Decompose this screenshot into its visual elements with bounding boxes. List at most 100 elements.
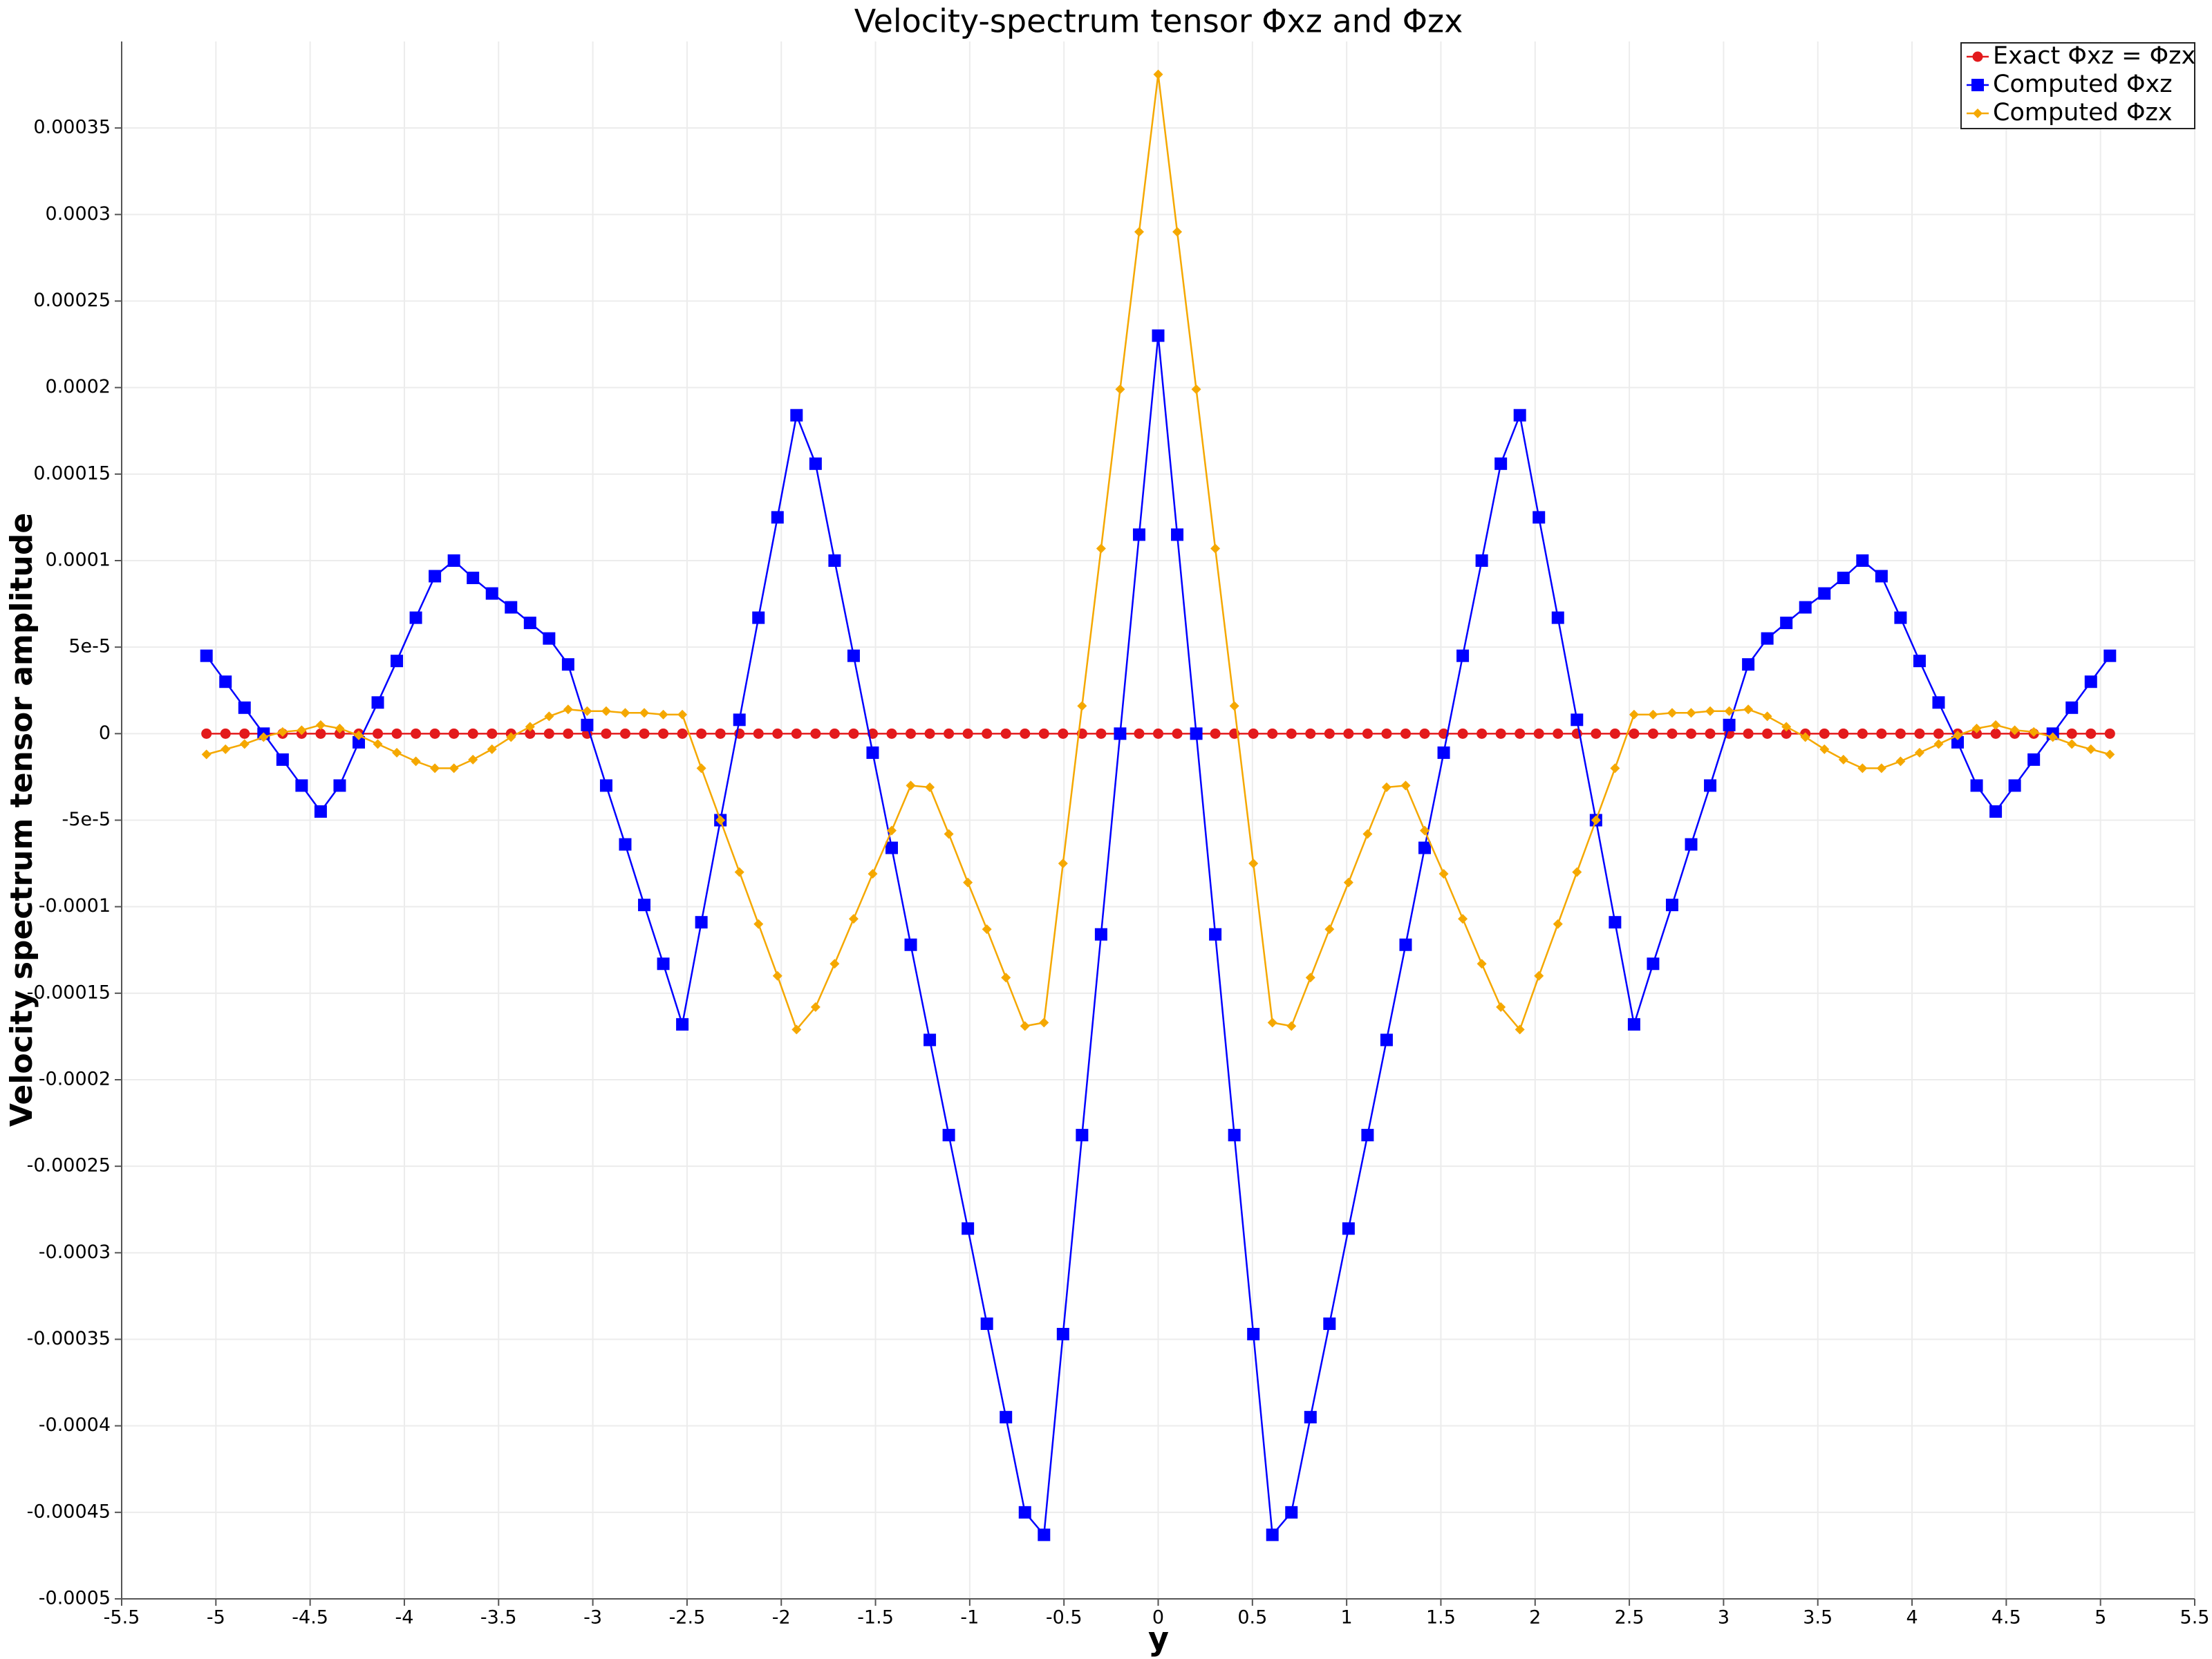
marker: [221, 744, 231, 754]
marker: [2009, 725, 2020, 735]
marker: [447, 554, 460, 567]
marker: [791, 1024, 802, 1035]
marker: [1191, 384, 1201, 395]
marker: [772, 728, 783, 739]
marker: [657, 957, 670, 971]
marker: [1894, 611, 1907, 624]
marker: [733, 713, 746, 727]
marker: [582, 706, 592, 716]
y-tick-label: 0.00035: [33, 117, 111, 138]
marker: [1077, 701, 1087, 711]
marker: [1153, 728, 1163, 739]
marker: [1458, 914, 1468, 924]
marker: [963, 877, 973, 888]
marker: [962, 1222, 975, 1235]
marker: [1571, 713, 1584, 727]
marker: [1305, 973, 1315, 983]
marker: [619, 728, 630, 739]
marker: [1477, 728, 1488, 739]
x-tick-label: -3: [583, 1607, 602, 1629]
marker: [467, 572, 480, 585]
x-tick-label: 0: [1152, 1607, 1164, 1629]
marker: [1362, 728, 1373, 739]
marker: [1096, 728, 1107, 739]
marker: [1515, 728, 1526, 739]
x-tick-label: 5.5: [2180, 1607, 2210, 1629]
marker: [639, 708, 650, 718]
marker: [924, 728, 935, 739]
marker: [1305, 728, 1316, 739]
marker: [1152, 329, 1165, 342]
marker: [220, 728, 231, 739]
legend-marker: [1972, 51, 1983, 62]
marker: [886, 825, 897, 836]
marker: [468, 754, 478, 765]
marker: [982, 924, 992, 935]
marker: [1513, 409, 1526, 422]
marker: [1496, 1002, 1506, 1012]
legend-marker: [1971, 79, 1984, 91]
marker: [1324, 728, 1335, 739]
marker: [1076, 1129, 1089, 1142]
y-tick-label: -0.0003: [39, 1241, 111, 1263]
marker: [1115, 384, 1125, 395]
marker: [525, 722, 535, 732]
marker: [639, 728, 650, 739]
marker: [982, 728, 993, 739]
x-tick-label: -2: [772, 1607, 791, 1629]
marker: [333, 779, 346, 792]
marker: [1324, 924, 1335, 935]
marker: [848, 728, 859, 739]
legend-marker: [1973, 109, 1983, 118]
x-tick-label: -5: [207, 1607, 225, 1629]
marker: [1780, 617, 1793, 630]
marker: [581, 718, 594, 731]
marker: [1400, 728, 1411, 739]
marker: [201, 728, 212, 739]
marker: [1020, 728, 1031, 739]
marker: [1515, 1024, 1525, 1035]
marker: [715, 728, 726, 739]
marker: [1553, 919, 1563, 929]
marker: [1000, 728, 1011, 739]
marker: [1876, 763, 1886, 774]
marker: [2066, 728, 2077, 739]
marker: [1991, 720, 2001, 730]
marker: [1875, 570, 1888, 583]
marker: [1627, 1018, 1640, 1031]
marker: [2086, 744, 2096, 754]
marker: [904, 938, 917, 951]
marker: [753, 728, 764, 739]
marker: [449, 728, 460, 739]
marker: [1267, 1018, 1277, 1028]
y-tick-label: 0.0001: [46, 550, 111, 571]
y-axis-label: Velocity spectrum tensor amplitude: [4, 513, 39, 1127]
marker: [619, 838, 632, 851]
marker: [944, 728, 955, 739]
marker: [848, 914, 859, 924]
x-tick-label: 4.5: [1991, 1607, 2021, 1629]
marker: [1323, 1317, 1336, 1330]
x-tick-label: 0.5: [1237, 1607, 1267, 1629]
marker: [2065, 701, 2079, 714]
marker: [772, 971, 782, 981]
legend-box: [1960, 42, 2195, 129]
marker: [906, 780, 916, 791]
marker: [906, 728, 917, 739]
marker: [1495, 728, 1506, 739]
y-tick-label: -0.00035: [27, 1328, 111, 1349]
marker: [1058, 859, 1068, 869]
marker: [886, 728, 897, 739]
marker: [2104, 728, 2115, 739]
y-tick-label: 0.00015: [33, 462, 111, 484]
marker: [1494, 457, 1508, 470]
marker: [1285, 1506, 1298, 1519]
marker: [1667, 728, 1678, 739]
marker: [1704, 779, 1717, 792]
marker: [409, 611, 422, 624]
marker: [467, 728, 478, 739]
marker: [1800, 732, 1810, 742]
marker: [2029, 727, 2039, 737]
marker: [1781, 728, 1792, 739]
